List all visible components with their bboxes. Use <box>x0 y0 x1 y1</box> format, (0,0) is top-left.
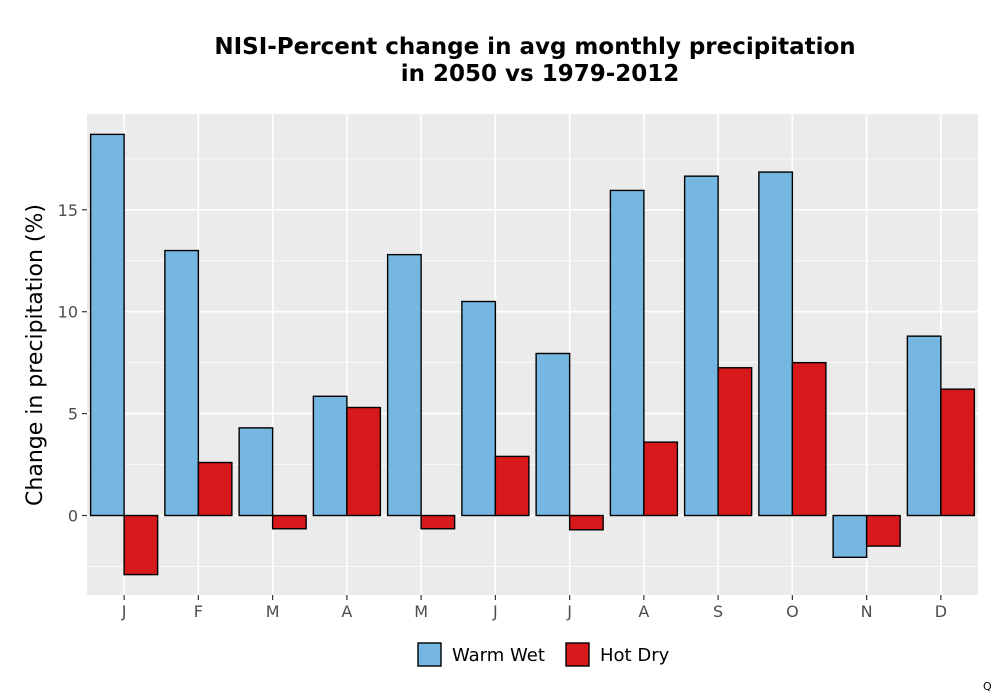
x-tick-label-9: O <box>786 602 799 621</box>
legend: Warm Wet Hot Dry <box>417 642 670 667</box>
legend-label-0: Warm Wet <box>452 645 545 666</box>
bar-0-6 <box>535 352 571 517</box>
bar-0-3 <box>312 395 348 517</box>
x-tick-label-5: J <box>492 602 498 621</box>
x-tick-label-1: F <box>194 602 203 621</box>
x-tick-label-2: M <box>266 602 280 621</box>
bars <box>89 133 976 576</box>
y-tick-label-3: 15 <box>58 201 78 220</box>
bar-0-7 <box>609 189 645 517</box>
chart-title-line-1: NISI-Percent change in avg monthly preci… <box>214 34 855 60</box>
bar-1-8 <box>717 367 753 517</box>
y-axis-title: Change in precipitation (%) <box>23 204 48 506</box>
bar-1-4 <box>420 514 456 530</box>
x-tick-label-3: A <box>341 602 352 621</box>
x-tick-label-0: J <box>121 602 127 621</box>
y-axis-ticks: 0 5 10 15 <box>58 201 87 526</box>
bar-1-0 <box>123 514 159 576</box>
y-tick-label-2: 10 <box>58 303 78 322</box>
bar-1-2 <box>271 514 307 530</box>
legend-label-1: Hot Dry <box>600 645 670 666</box>
bar-0-4 <box>386 253 422 517</box>
y-tick-label-1: 5 <box>68 405 78 424</box>
x-tick-label-11: D <box>935 602 947 621</box>
bar-0-2 <box>238 427 274 517</box>
bar-0-0 <box>89 133 125 517</box>
bar-0-5 <box>461 300 497 517</box>
bar-1-1 <box>197 461 233 517</box>
bar-1-9 <box>791 361 827 517</box>
corner-note: Q <box>983 680 992 693</box>
bar-1-7 <box>643 441 679 517</box>
x-tick-label-4: M <box>414 602 428 621</box>
y-tick-label-0: 0 <box>68 507 78 526</box>
bar-0-8 <box>683 175 719 517</box>
bar-1-5 <box>494 455 530 517</box>
bar-0-1 <box>164 249 200 517</box>
bar-1-11 <box>940 388 976 517</box>
legend-key-1 <box>565 642 590 667</box>
x-tick-label-6: J <box>566 602 572 621</box>
x-tick-label-7: A <box>638 602 649 621</box>
x-tick-label-10: N <box>861 602 873 621</box>
bar-1-10 <box>865 514 901 547</box>
bar-0-9 <box>758 171 794 517</box>
bar-1-6 <box>568 514 604 531</box>
x-tick-label-8: S <box>713 602 723 621</box>
chart-title-line-2: in 2050 vs 1979-2012 <box>401 61 680 87</box>
bar-0-10 <box>832 514 868 558</box>
bar-1-3 <box>346 406 382 517</box>
legend-key-0 <box>417 642 442 667</box>
bar-0-11 <box>906 335 942 517</box>
